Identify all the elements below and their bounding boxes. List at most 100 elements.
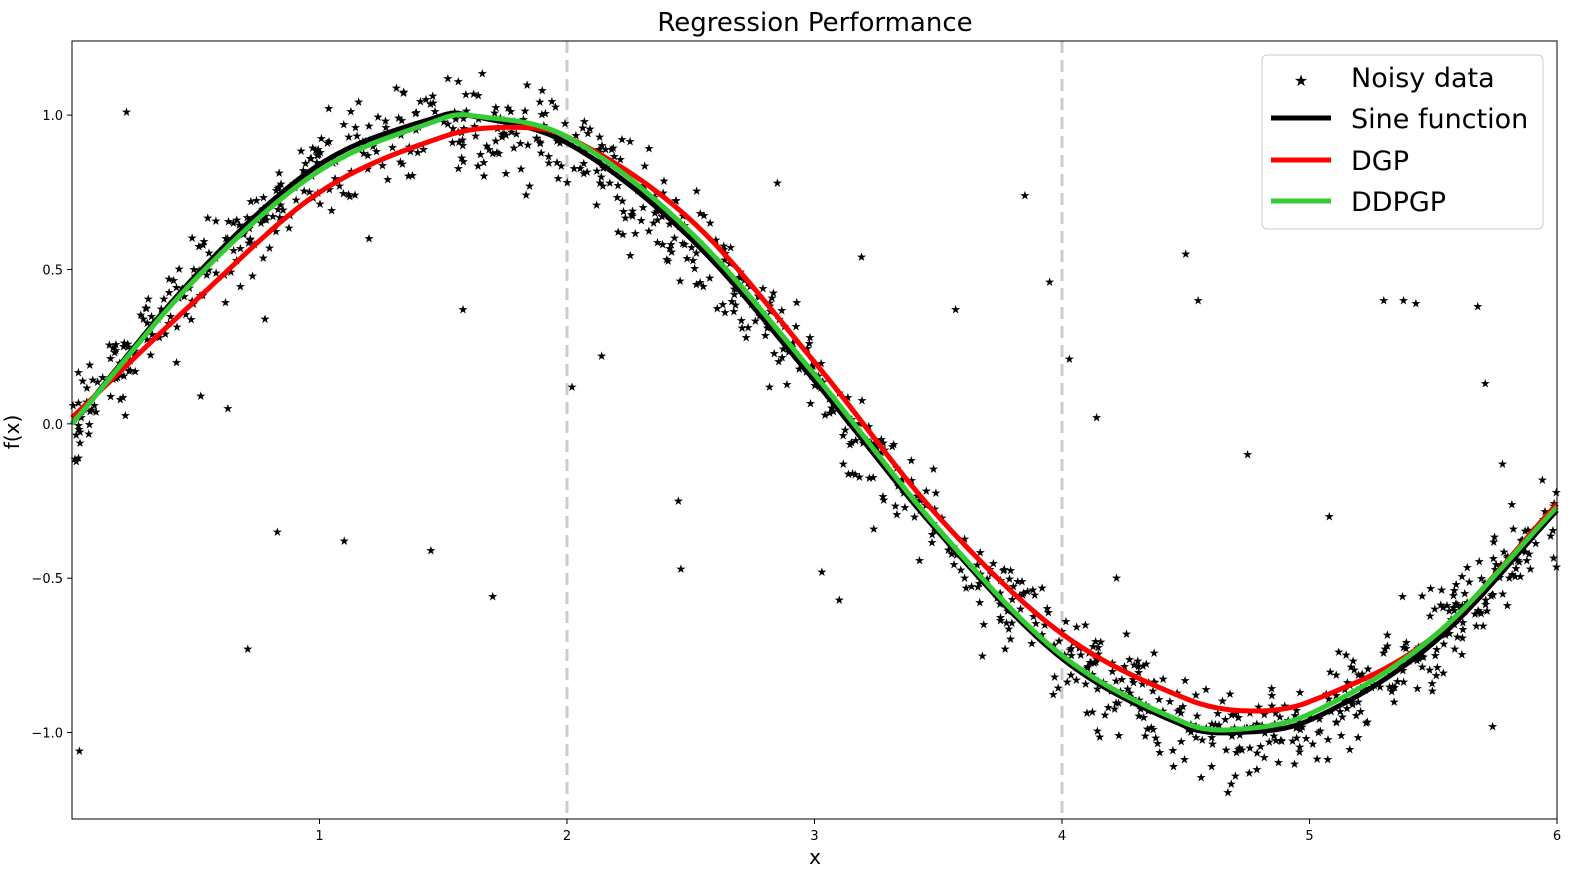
noisy-data-point: ★ [729, 288, 740, 302]
noisy-data-point: ★ [1274, 710, 1285, 724]
noisy-data-point: ★ [410, 107, 421, 121]
noisy-data-point: ★ [569, 161, 580, 175]
noisy-data-point: ★ [346, 104, 357, 118]
noisy-data-point: ★ [1462, 561, 1473, 575]
noisy-data-point: ★ [1353, 731, 1364, 745]
x-tick-label: 5 [1305, 829, 1313, 844]
noisy-data-point: ★ [1490, 562, 1501, 576]
noisy-data-point: ★ [1348, 654, 1359, 668]
noisy-data-point: ★ [577, 121, 588, 135]
noisy-data-point: ★ [1022, 585, 1033, 599]
noisy-data-point: ★ [597, 179, 608, 193]
noisy-data-point: ★ [857, 394, 868, 408]
noisy-data-point: ★ [710, 233, 721, 247]
noisy-data-point: ★ [475, 148, 486, 162]
noisy-data-point: ★ [499, 126, 510, 140]
noisy-data-point: ★ [105, 390, 116, 404]
noisy-data-point: ★ [121, 105, 132, 119]
noisy-data-point: ★ [805, 397, 816, 411]
noisy-data-point: ★ [1548, 551, 1559, 565]
noisy-data-point: ★ [550, 100, 561, 114]
noisy-data-point: ★ [1048, 688, 1059, 702]
noisy-data-point: ★ [1000, 642, 1011, 656]
noisy-data-point: ★ [1389, 695, 1400, 709]
legend-label-sine-function: Sine function [1351, 104, 1528, 135]
noisy-data-point: ★ [122, 337, 133, 351]
noisy-data-point: ★ [1427, 677, 1438, 691]
noisy-data-point: ★ [691, 246, 702, 260]
noisy-data-point: ★ [535, 137, 546, 151]
noisy-data-point: ★ [1049, 638, 1060, 652]
noisy-data-point: ★ [448, 121, 459, 135]
noisy-data-point: ★ [1220, 713, 1231, 727]
noisy-data-point: ★ [1065, 643, 1076, 657]
noisy-data-point: ★ [1324, 509, 1335, 523]
noisy-data-point: ★ [856, 250, 867, 264]
noisy-data-point: ★ [1227, 729, 1238, 743]
noisy-data-point: ★ [291, 193, 302, 207]
noisy-data-point: ★ [1167, 744, 1178, 758]
noisy-data-point: ★ [555, 136, 566, 150]
noisy-data-point: ★ [820, 408, 831, 422]
noisy-data-point: ★ [927, 528, 938, 542]
noisy-data-point: ★ [478, 156, 489, 170]
y-tick-label: −1.0 [31, 727, 63, 742]
noisy-data-point: ★ [876, 433, 887, 447]
noisy-data-point: ★ [391, 81, 402, 95]
noisy-data-point: ★ [1125, 686, 1136, 700]
noisy-data-point: ★ [73, 366, 84, 380]
x-tick-label: 3 [810, 829, 818, 844]
noisy-data-point: ★ [791, 295, 802, 309]
y-tick-label: −0.5 [31, 572, 63, 587]
noisy-data-point: ★ [84, 358, 95, 372]
noisy-data-point: ★ [1525, 562, 1536, 576]
noisy-data-point: ★ [719, 253, 730, 267]
noisy-data-point: ★ [1244, 766, 1255, 780]
noisy-data-point: ★ [743, 321, 754, 335]
noisy-data-point: ★ [453, 161, 464, 175]
x-axis-ticks: 1 2 3 4 5 6 [315, 819, 1561, 844]
noisy-data-point: ★ [411, 106, 422, 120]
noisy-data-point: ★ [691, 278, 702, 292]
noisy-data-point: ★ [264, 241, 275, 255]
noisy-data-point: ★ [118, 340, 129, 354]
noisy-data-point: ★ [1451, 577, 1462, 591]
noisy-data-point: ★ [768, 286, 779, 300]
noisy-data-point: ★ [1071, 620, 1082, 634]
noisy-data-point: ★ [222, 231, 233, 245]
noisy-data-point: ★ [242, 211, 253, 225]
noisy-data-point: ★ [521, 188, 532, 202]
noisy-data-point: ★ [1449, 642, 1460, 656]
noisy-data-point: ★ [393, 111, 404, 125]
noisy-data-point: ★ [158, 292, 169, 306]
noisy-data-point: ★ [1436, 583, 1447, 597]
noisy-data-point: ★ [1252, 763, 1263, 777]
noisy-data-point: ★ [1148, 675, 1159, 689]
x-tick-label: 4 [1058, 829, 1066, 844]
noisy-data-point: ★ [211, 266, 222, 280]
noisy-data-point: ★ [1086, 655, 1097, 669]
noisy-data-point: ★ [1206, 730, 1217, 744]
noisy-data-point: ★ [1382, 628, 1393, 642]
noisy-data-point: ★ [142, 332, 153, 346]
noisy-data-point: ★ [109, 345, 120, 359]
noisy-data-point: ★ [324, 134, 335, 148]
noisy-data-point: ★ [223, 401, 234, 415]
noisy-data-point: ★ [553, 171, 564, 185]
noisy-data-point: ★ [1351, 708, 1362, 722]
noisy-data-point: ★ [247, 269, 258, 283]
noisy-data-point: ★ [1271, 734, 1282, 748]
noisy-data-point: ★ [1179, 753, 1190, 767]
noisy-data-point: ★ [1245, 741, 1256, 755]
noisy-data-point: ★ [1133, 665, 1144, 679]
noisy-data-point: ★ [608, 141, 619, 155]
noisy-data-point: ★ [630, 226, 641, 240]
noisy-data-point: ★ [1172, 704, 1183, 718]
noisy-data-point: ★ [358, 146, 369, 160]
noisy-data-point: ★ [1082, 661, 1093, 675]
noisy-data-point: ★ [615, 153, 626, 167]
noisy-data-point: ★ [675, 274, 686, 288]
noisy-data-point: ★ [1146, 720, 1157, 734]
noisy-data-point: ★ [1489, 530, 1500, 544]
noisy-data-point: ★ [688, 253, 699, 267]
